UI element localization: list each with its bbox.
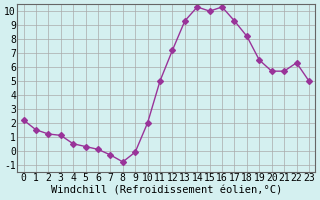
X-axis label: Windchill (Refroidissement éolien,°C): Windchill (Refroidissement éolien,°C): [51, 186, 282, 196]
